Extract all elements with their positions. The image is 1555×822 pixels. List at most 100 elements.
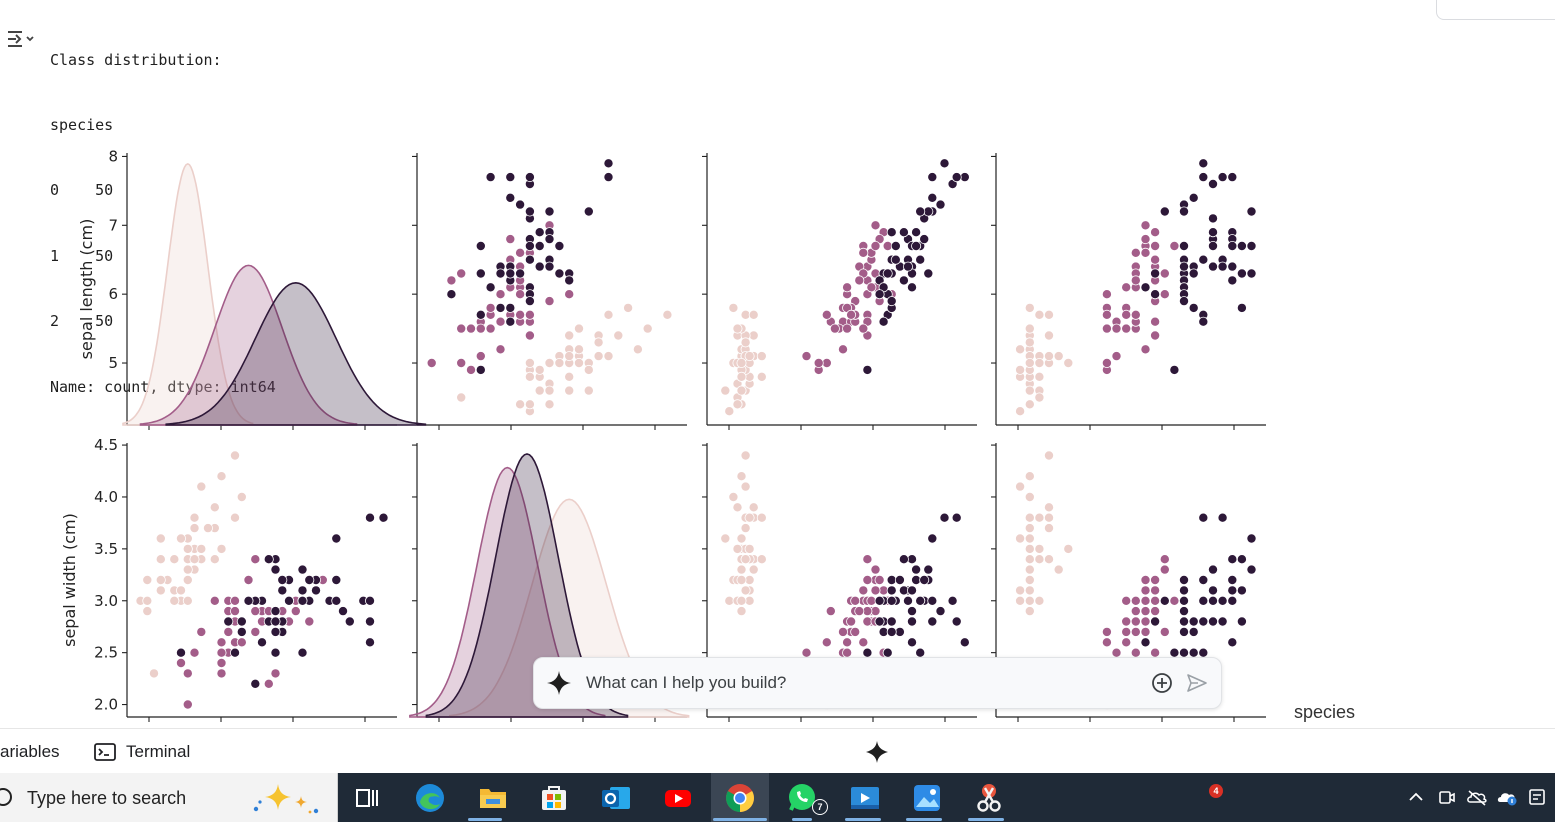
ai-prompt-box[interactable] bbox=[533, 657, 1222, 709]
outlook-icon[interactable] bbox=[599, 781, 633, 815]
task-view-icon[interactable] bbox=[350, 781, 384, 815]
scatter-point bbox=[196, 543, 207, 554]
scatter-point bbox=[886, 626, 897, 637]
scatter-point bbox=[1015, 406, 1026, 417]
scatter-point bbox=[1024, 585, 1035, 596]
microsoft-store-icon[interactable] bbox=[537, 781, 571, 815]
scatter-point bbox=[515, 289, 526, 300]
youtube-icon[interactable] bbox=[661, 781, 695, 815]
scatter-point bbox=[1150, 330, 1161, 341]
scatter-point bbox=[1053, 564, 1064, 575]
scatter-point bbox=[886, 227, 897, 238]
chrome-icon[interactable] bbox=[723, 781, 757, 815]
scatter-point bbox=[1024, 399, 1035, 410]
scatter-point bbox=[1034, 371, 1045, 382]
scatter-point bbox=[1227, 637, 1238, 648]
scatter-point bbox=[1179, 595, 1190, 606]
scatter-point bbox=[1150, 316, 1161, 327]
scatter-point bbox=[927, 192, 938, 203]
gemini-star-icon[interactable] bbox=[866, 741, 888, 763]
scatter-point bbox=[903, 261, 914, 272]
scatter-point bbox=[907, 585, 918, 596]
kde-curve bbox=[122, 163, 254, 426]
scatter-point bbox=[331, 595, 342, 606]
taskbar-search-placeholder: Type here to search bbox=[27, 788, 187, 808]
scatter-point bbox=[1227, 261, 1238, 272]
scatter-point bbox=[169, 595, 180, 606]
scatter-point bbox=[1188, 302, 1199, 313]
scatter-point bbox=[1024, 512, 1035, 523]
scatter-point bbox=[364, 512, 375, 523]
tab-terminal[interactable]: Terminal bbox=[94, 740, 190, 764]
scatter-point bbox=[505, 316, 516, 327]
ai-prompt-input[interactable] bbox=[584, 666, 1128, 700]
scatter-point bbox=[1159, 268, 1170, 279]
scatter-point bbox=[182, 699, 193, 710]
scatter-point bbox=[1015, 585, 1026, 596]
taskbar-search-box[interactable]: Type here to search bbox=[0, 773, 338, 822]
scatter-point bbox=[1198, 616, 1209, 627]
scatter-point bbox=[1198, 172, 1209, 183]
scatter-point bbox=[304, 616, 315, 627]
y-tick-label: 4.5 bbox=[94, 436, 118, 454]
cell-toolbar[interactable] bbox=[1436, 0, 1555, 20]
scatter-point bbox=[801, 647, 812, 658]
scatter-point bbox=[310, 585, 321, 596]
copilot-sparkle-icon[interactable] bbox=[246, 781, 326, 817]
scatter-point bbox=[1140, 220, 1151, 231]
output-toggle-icon[interactable] bbox=[6, 28, 36, 50]
scatter-point bbox=[1121, 595, 1132, 606]
scatter-point bbox=[1246, 206, 1257, 217]
whatsapp-icon[interactable] bbox=[785, 781, 819, 815]
scatter-point bbox=[209, 502, 220, 513]
scatter-point bbox=[475, 323, 486, 334]
scatter-point bbox=[1198, 595, 1209, 606]
snipping-tool-icon[interactable] bbox=[972, 781, 1006, 815]
tab-variables[interactable]: ariables bbox=[0, 742, 60, 761]
scatter-point bbox=[862, 364, 873, 375]
scatter-point bbox=[858, 637, 869, 648]
scatter-point bbox=[1044, 554, 1055, 565]
scatter-point bbox=[1121, 323, 1132, 334]
scatter-point bbox=[142, 595, 153, 606]
send-icon[interactable] bbox=[1186, 673, 1208, 693]
photos-icon[interactable] bbox=[910, 781, 944, 815]
scatter-point bbox=[155, 554, 166, 565]
scatter-point bbox=[939, 512, 950, 523]
scatter-point bbox=[277, 585, 288, 596]
scatter-point bbox=[720, 385, 731, 396]
meet-now-icon[interactable] bbox=[1437, 786, 1457, 808]
onedrive-sync-icon[interactable] bbox=[1496, 786, 1518, 808]
edge-icon[interactable] bbox=[413, 781, 447, 815]
scatter-point bbox=[1198, 512, 1209, 523]
scatter-point bbox=[1015, 344, 1026, 355]
scatter-point bbox=[740, 585, 751, 596]
scatter-point bbox=[1034, 357, 1045, 368]
scatter-point bbox=[1034, 309, 1045, 320]
scatter-point bbox=[838, 344, 849, 355]
scatter-point bbox=[1208, 564, 1219, 575]
scatter-point bbox=[364, 595, 375, 606]
output-line: species bbox=[50, 115, 114, 134]
onedrive-offline-icon[interactable] bbox=[1466, 786, 1488, 808]
scatter-point bbox=[554, 357, 565, 368]
scatter-point bbox=[1188, 647, 1199, 658]
scatter-point bbox=[182, 595, 193, 606]
scatter-point bbox=[270, 564, 281, 575]
chevron-up-icon[interactable] bbox=[1406, 786, 1426, 808]
scatter-point bbox=[911, 564, 922, 575]
scatter-point bbox=[1150, 289, 1161, 300]
scatter-point bbox=[534, 385, 545, 396]
scatter-point bbox=[736, 564, 747, 575]
scatter-point bbox=[736, 471, 747, 482]
add-circle-icon[interactable] bbox=[1151, 672, 1173, 694]
video-editor-icon[interactable] bbox=[848, 781, 882, 815]
scatter-point bbox=[475, 268, 486, 279]
scatter-point bbox=[846, 309, 857, 320]
notification-center-icon[interactable] bbox=[1527, 786, 1547, 808]
scatter-point bbox=[1150, 606, 1161, 617]
scatter-point bbox=[1044, 351, 1055, 362]
scatter-point bbox=[603, 351, 614, 362]
file-explorer-icon[interactable] bbox=[476, 781, 510, 815]
scatter-point bbox=[838, 626, 849, 637]
